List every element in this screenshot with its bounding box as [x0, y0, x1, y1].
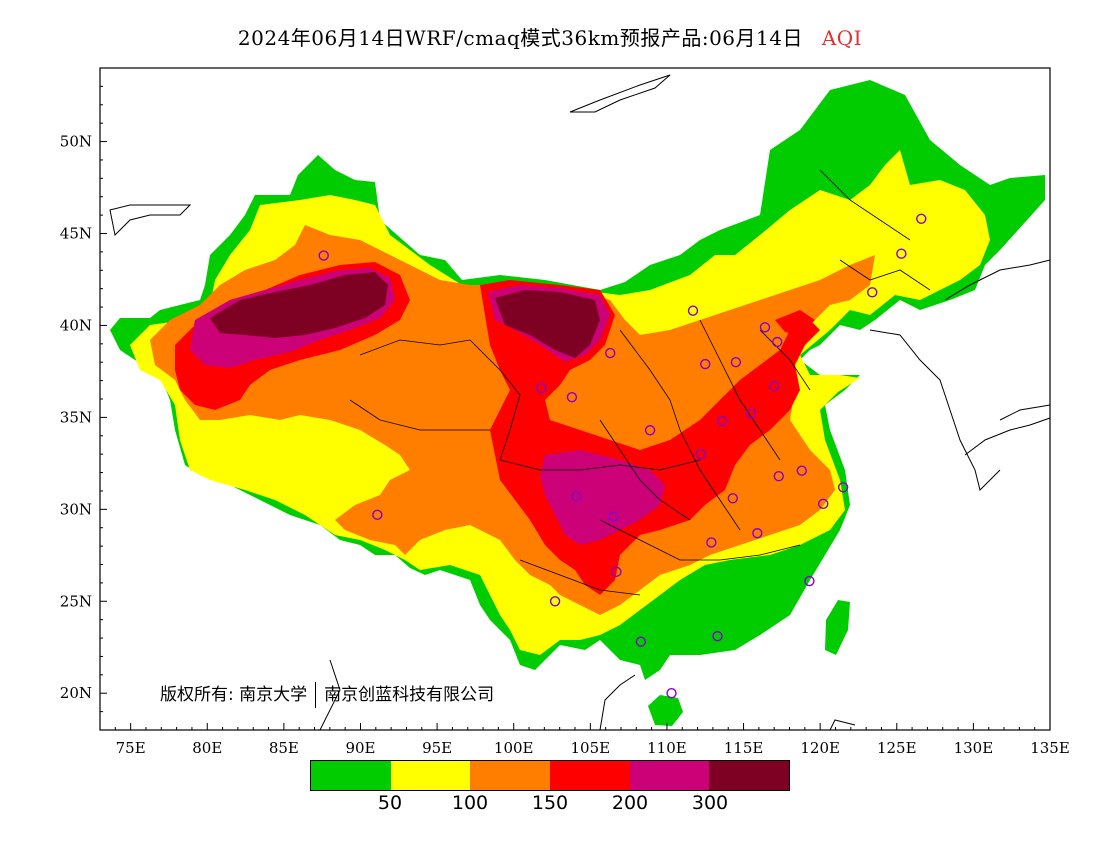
station-marker	[372, 509, 383, 521]
station-marker	[773, 471, 784, 482]
x-tick-label: 105E	[571, 739, 611, 757]
legend-threshold-label: 200	[611, 792, 649, 814]
legend-swatch-5	[629, 761, 710, 790]
station-marker	[759, 322, 771, 333]
aqi-field	[110, 80, 1045, 726]
x-tick-label: 125E	[877, 739, 917, 757]
x-tick-label: 120E	[800, 739, 840, 757]
aqi-band-purple-central	[540, 450, 665, 545]
station-marker	[730, 357, 742, 368]
legend-swatch-1	[311, 761, 391, 790]
station-marker	[635, 636, 647, 647]
copyright-owner-2: 南京创蓝科技有限公司	[324, 685, 495, 705]
y-tick-label: 30N	[60, 500, 92, 518]
station-marker	[687, 305, 699, 316]
province-boundaries	[349, 169, 931, 596]
station-marker	[549, 596, 561, 607]
station-marker	[752, 528, 763, 539]
x-tick-label: 75E	[116, 739, 146, 757]
x-tick-label: 85E	[269, 739, 299, 757]
x-axis: 75E 80E 85E 90E 95E 100E 105E 110E 115E 120E 125E 1…	[114, 723, 1070, 757]
station-marker	[768, 380, 780, 392]
x-tick-label: 110E	[647, 739, 687, 757]
station-marker	[700, 358, 711, 370]
station-marker	[716, 415, 728, 427]
station-marker	[695, 448, 706, 460]
station-marker	[666, 688, 677, 699]
station-marker	[712, 631, 723, 642]
y-tick-label: 40N	[60, 316, 92, 334]
aqi-band-red-north	[775, 310, 815, 335]
legend-threshold-label: 150	[531, 792, 569, 814]
legend-swatch-4	[550, 761, 630, 790]
station-marker	[837, 482, 849, 493]
station-marker	[746, 408, 757, 419]
legend-swatch-3	[470, 761, 551, 790]
station-marker	[605, 347, 616, 359]
legend-threshold-label: 100	[451, 792, 489, 814]
station-marker	[818, 498, 829, 510]
station-marker	[896, 248, 907, 259]
y-tick-label: 50N	[60, 133, 92, 151]
legend-swatch-6	[709, 761, 790, 790]
aqi-band-maroon	[210, 272, 388, 338]
y-tick-label: 25N	[60, 592, 92, 610]
x-tick-label: 135E	[1030, 739, 1070, 757]
station-marker	[571, 491, 582, 502]
station-marker	[608, 511, 619, 522]
station-markers	[318, 213, 927, 699]
station-marker	[772, 336, 783, 348]
legend-threshold-label: 50	[377, 792, 403, 814]
station-marker	[867, 287, 878, 298]
station-marker	[916, 213, 927, 224]
station-marker	[536, 382, 547, 394]
station-marker	[644, 425, 656, 436]
x-tick-label: 115E	[724, 739, 764, 757]
x-tick-label: 130E	[954, 739, 994, 757]
legend-swatch-2	[390, 761, 471, 790]
station-marker	[706, 537, 717, 548]
y-tick-label: 35N	[60, 408, 92, 426]
title-text: 2024年06月14日WRF/cmaq模式36km预报产品:06月14日	[237, 26, 803, 50]
x-tick-label: 95E	[422, 739, 452, 757]
aqi-color-legend	[310, 760, 790, 791]
y-tick-label: 20N	[60, 684, 92, 702]
y-tick-label: 45N	[60, 225, 92, 243]
x-tick-label: 100E	[494, 739, 534, 757]
map-title: 2024年06月14日WRF/cmaq模式36km预报产品:06月14日 AQI	[0, 22, 1100, 51]
legend-threshold-label: 300	[691, 792, 729, 814]
station-marker	[796, 465, 807, 476]
copyright-separator	[315, 682, 317, 708]
y-axis: 50N 45N 40N 35N 30N 25N 20N	[60, 85, 107, 713]
aqi-band-green-hainan	[648, 695, 683, 726]
station-marker	[611, 566, 622, 578]
copyright-notice: 版权所有: 南京大学 南京创蓝科技有限公司	[160, 680, 494, 708]
station-marker	[727, 493, 739, 504]
station-marker	[318, 250, 329, 261]
aqi-band-maroon-north	[495, 290, 600, 358]
x-tick-label: 80E	[192, 739, 222, 757]
aqi-band-green-taiwan	[825, 600, 850, 655]
coastlines-neighbors	[109, 74, 1051, 731]
station-marker	[566, 391, 578, 403]
copyright-prefix: 版权所有:	[160, 685, 234, 705]
title-variable: AQI	[821, 26, 863, 50]
aqi-legend-ticks: 50 100 150 200 300	[310, 792, 790, 822]
x-tick-label: 90E	[345, 739, 375, 757]
station-marker	[804, 575, 815, 587]
copyright-owner-1: 南京大学	[239, 685, 308, 705]
